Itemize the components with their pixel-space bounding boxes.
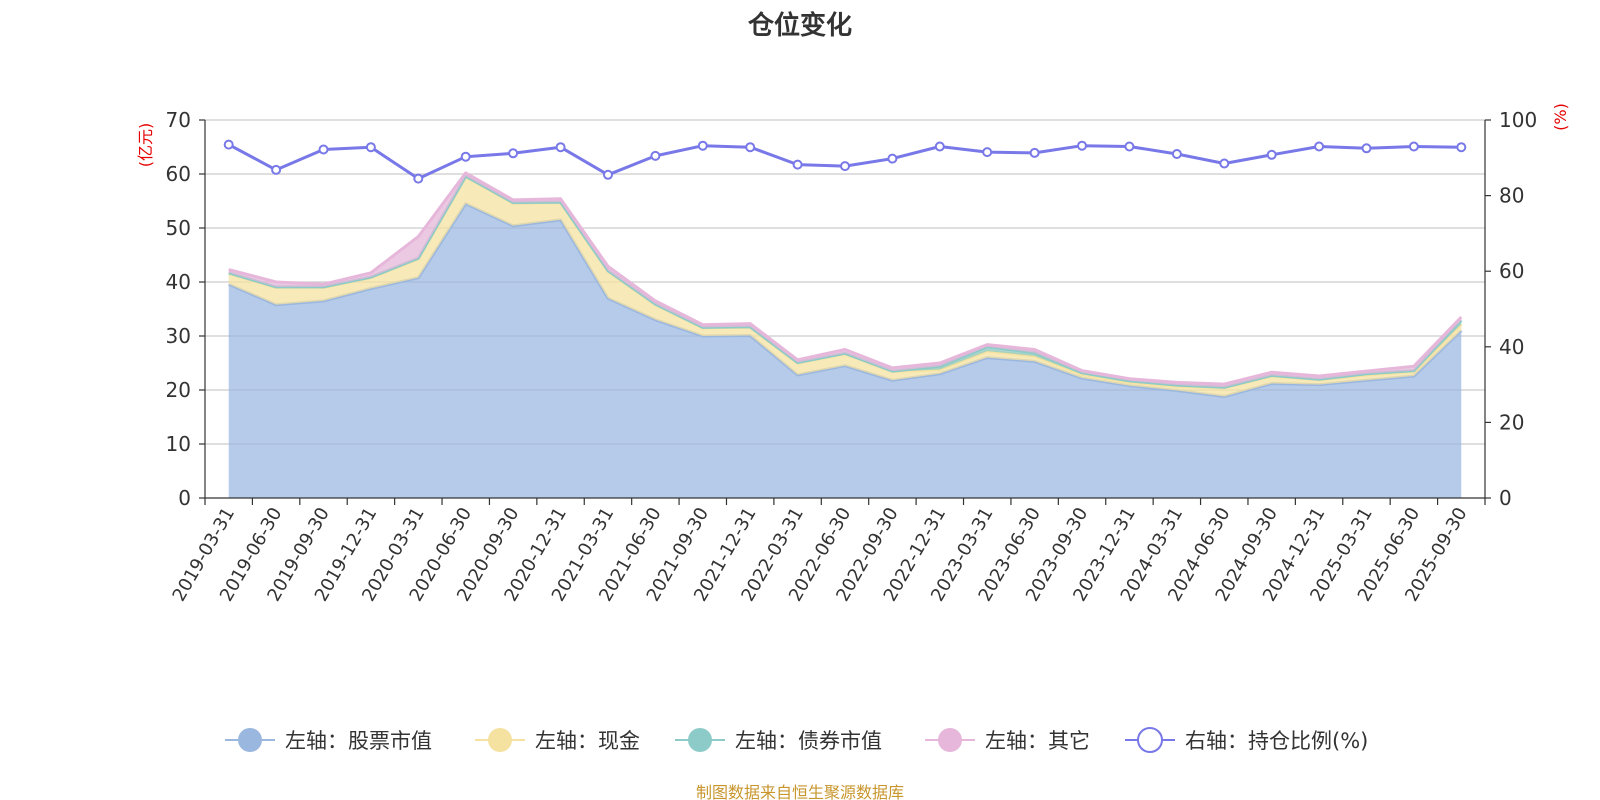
line-point-11	[745, 142, 756, 153]
line-point-18	[1077, 140, 1087, 151]
line-series	[223, 139, 1467, 184]
line-point-8	[603, 169, 613, 180]
line-point-7	[555, 142, 566, 153]
chart-title: 仓位变化	[747, 10, 852, 41]
left-tick-label-3: 30	[166, 324, 191, 348]
area-series	[228, 171, 1463, 498]
line-point-21	[1219, 158, 1230, 169]
line-point-13	[840, 161, 850, 172]
line-point-9	[650, 150, 661, 161]
left-tick-label-7: 70	[166, 108, 191, 132]
right-tick-label-2: 40	[1499, 335, 1524, 359]
legend-label-4: 右轴：持仓比例(%)	[1185, 729, 1368, 753]
left-tick-label-1: 10	[166, 432, 191, 456]
source-note: 制图数据来自恒生聚源数据库	[696, 783, 904, 800]
legend-marker-3	[938, 728, 962, 752]
line-point-19	[1124, 141, 1135, 152]
legend-label-2: 左轴：债券市值	[735, 729, 882, 753]
line-point-4	[413, 173, 424, 184]
legend-marker-1	[488, 728, 512, 752]
left-tick-label-5: 50	[166, 216, 191, 240]
legend-marker-4	[1137, 727, 1163, 753]
legend-label-1: 左轴：现金	[535, 729, 640, 753]
line-point-23	[1314, 141, 1325, 152]
legend-label-3: 左轴：其它	[985, 729, 1090, 753]
line-point-15	[934, 141, 945, 152]
line-point-2	[318, 144, 329, 155]
line-point-5	[460, 151, 471, 162]
legend-label-0: 左轴：股票市值	[285, 729, 432, 753]
legend-marker-0	[238, 728, 262, 752]
line-point-1	[271, 164, 282, 175]
right-tick-label-4: 80	[1499, 184, 1524, 208]
right-tick-label-3: 60	[1499, 259, 1524, 283]
line-point-24	[1361, 143, 1372, 154]
right-axis-unit: (%)	[1551, 103, 1570, 131]
line-point-0	[223, 139, 234, 150]
legend-item-1: 左轴：现金	[475, 728, 640, 753]
line-point-17	[1029, 147, 1040, 158]
line-point-10	[697, 140, 708, 151]
area-series-0	[228, 203, 1462, 498]
right-tick-label-1: 20	[1499, 410, 1524, 434]
left-tick-label-6: 60	[166, 162, 191, 186]
area-series-edge-3	[228, 171, 1463, 386]
right-tick-label-0: 0	[1499, 486, 1512, 510]
left-tick-label-0: 0	[178, 486, 191, 510]
line-point-12	[792, 159, 803, 170]
line-point-22	[1266, 149, 1277, 160]
line-point-16	[982, 147, 993, 158]
legend: 左轴：股票市值 左轴：现金 左轴：债券市值 左轴：其它 右轴：持仓比例(%)	[225, 727, 1368, 753]
legend-marker-2	[688, 728, 712, 752]
right-tick-label-5: 100	[1499, 108, 1537, 132]
legend-item-0: 左轴：股票市值	[225, 728, 432, 753]
left-axis-unit: (亿元)	[136, 123, 155, 168]
line-point-6	[508, 148, 519, 159]
legend-item-3: 左轴：其它	[925, 728, 1090, 753]
line-point-25	[1408, 141, 1419, 152]
legend-item-4: 右轴：持仓比例(%)	[1125, 727, 1368, 753]
legend-item-2: 左轴：债券市值	[675, 728, 882, 753]
line-point-26	[1456, 142, 1467, 153]
left-tick-label-2: 20	[166, 378, 191, 402]
line-point-3	[365, 142, 376, 153]
left-tick-label-4: 40	[166, 270, 191, 294]
line-point-20	[1171, 149, 1182, 159]
line-point-14	[887, 153, 898, 164]
